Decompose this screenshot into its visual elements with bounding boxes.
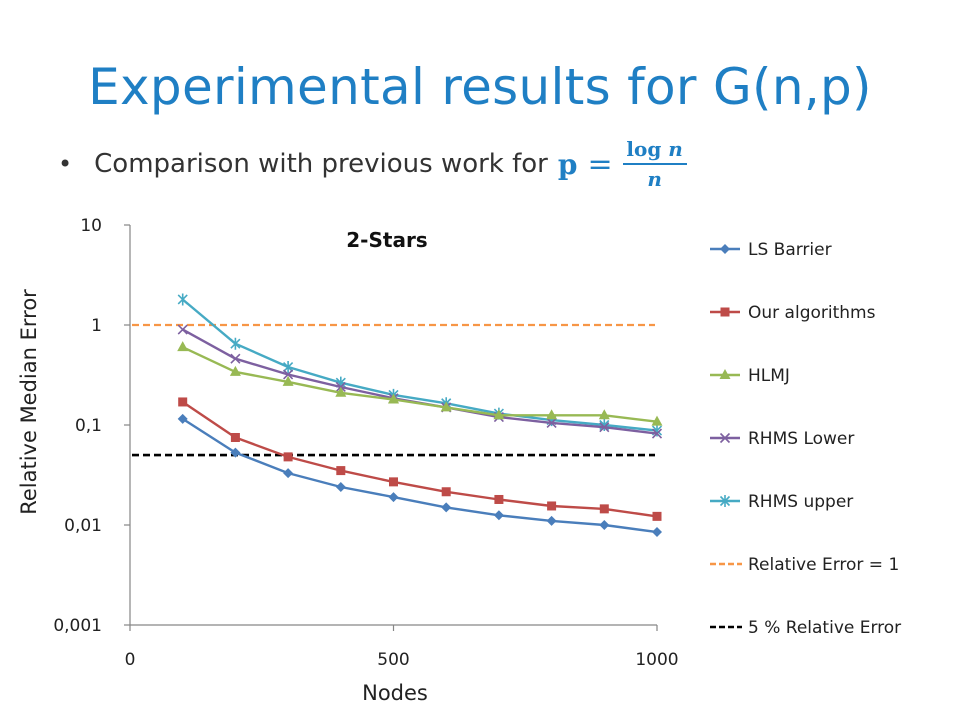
math-equals: = [587, 146, 613, 182]
data-point [230, 432, 240, 442]
data-point [283, 452, 293, 462]
fraction-numerator: log n [623, 139, 685, 163]
data-point [388, 393, 399, 404]
x-tick-label: 500 [377, 650, 409, 670]
bullet-dot-icon: • [58, 150, 73, 178]
legend-label: Our algorithms [748, 303, 876, 323]
data-point [441, 487, 451, 497]
series-line [182, 401, 658, 518]
data-point [652, 527, 662, 538]
data-point [178, 397, 188, 407]
data-point [177, 341, 189, 352]
math-formula: p = log n n [558, 139, 687, 189]
y-tick-label: 0,01 [64, 516, 102, 536]
y-tick-label: 0,001 [53, 616, 102, 636]
data-point [493, 510, 504, 521]
data-point [494, 494, 504, 504]
chart-title: 2-Stars [346, 228, 427, 252]
legend-marker [720, 307, 730, 317]
legend-marker [719, 369, 731, 379]
data-point [651, 415, 663, 426]
series-line [182, 328, 658, 435]
data-point [283, 369, 294, 380]
data-point [441, 502, 452, 513]
data-point [230, 353, 241, 364]
y-tick-label: 1 [91, 316, 102, 336]
data-point [177, 293, 188, 306]
data-point [230, 337, 241, 350]
data-point [652, 511, 662, 521]
data-point [177, 413, 188, 424]
x-tick-label: 0 [125, 650, 136, 670]
data-point [388, 492, 399, 503]
data-point [546, 417, 557, 428]
data-point [282, 375, 294, 386]
data-point [335, 386, 347, 397]
x-axis-label: Nodes [362, 681, 428, 705]
legend-label: LS Barrier [748, 240, 832, 260]
data-point [651, 428, 663, 439]
bullet-point: • Comparison with previous work for p = … [58, 138, 687, 190]
numerator-variable: n [668, 137, 683, 161]
data-point [283, 361, 294, 374]
data-point [598, 409, 610, 420]
data-point [599, 422, 610, 433]
legend-label: RHMS Lower [748, 429, 854, 449]
data-point [493, 409, 505, 420]
legend-label: RHMS upper [748, 492, 853, 512]
data-point [230, 447, 241, 458]
data-point [336, 466, 346, 476]
legend-label: Relative Error = 1 [748, 555, 899, 575]
legend-label: 5 % Relative Error [748, 618, 901, 638]
data-point [177, 324, 188, 335]
y-tick-label: 0,1 [75, 416, 102, 436]
series-line [182, 346, 658, 423]
slide-title: Experimental results for G(n,p) [88, 58, 872, 116]
data-point [335, 481, 346, 492]
y-axis-label: Relative Median Error [17, 289, 41, 515]
legend-marker [720, 244, 730, 254]
math-variable: p [557, 147, 578, 181]
fraction-denominator: n [647, 167, 662, 191]
data-point [546, 515, 557, 526]
data-point [283, 468, 294, 479]
math-fraction: log n n [622, 139, 687, 191]
numerator-function: log [626, 137, 662, 161]
series-line [182, 417, 658, 534]
data-point [440, 401, 452, 412]
y-tick-label: 10 [80, 216, 102, 236]
data-point [599, 520, 610, 530]
legend-marker [719, 432, 731, 444]
x-tick-label: 1000 [635, 650, 678, 670]
series-line [181, 298, 658, 432]
legend-marker [719, 495, 731, 507]
bullet-text: Comparison with previous work for [94, 149, 548, 179]
data-point [547, 501, 557, 511]
data-point [229, 365, 241, 376]
data-point [546, 409, 558, 420]
fraction-bar [622, 163, 687, 165]
legend-label: HLMJ [748, 366, 790, 386]
data-point [599, 504, 609, 514]
data-point [389, 477, 398, 487]
